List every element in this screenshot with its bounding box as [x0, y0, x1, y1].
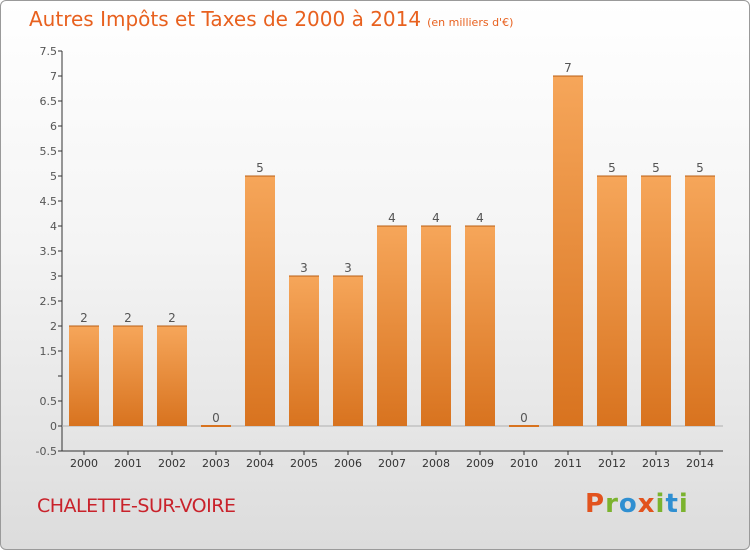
data-label-2003: 0 [212, 411, 220, 425]
data-label-2006: 3 [344, 261, 352, 275]
chart-data-labels: 2 2 2 0 5 3 3 4 4 4 0 7 5 5 5 [80, 61, 704, 425]
data-label-2010: 0 [520, 411, 528, 425]
chart-bars [69, 75, 715, 427]
x-tick-label-2012: 2012 [598, 457, 626, 470]
bar-2002 [157, 326, 187, 426]
data-label-2009: 4 [476, 211, 484, 225]
y-tick-label: 0 [50, 420, 57, 433]
logo-letter: i [655, 489, 666, 519]
y-tick-label: 4 [50, 220, 57, 233]
bar-2013 [641, 176, 671, 426]
y-tick-label: 7 [50, 70, 57, 83]
bar-2003 [201, 425, 231, 427]
bar-2011 [553, 76, 583, 426]
y-tick-label: 2.5 [40, 295, 58, 308]
y-tick-label: 5.5 [40, 145, 58, 158]
y-tick-label: 3 [50, 270, 57, 283]
x-tick-label-2001: 2001 [114, 457, 142, 470]
logo-letter: t [665, 489, 679, 519]
y-tick-label: 5 [50, 170, 57, 183]
x-tick-label-2008: 2008 [422, 457, 450, 470]
proxiti-logo[interactable]: Proxiti [585, 489, 689, 519]
x-tick-label-2009: 2009 [466, 457, 494, 470]
y-tick-label: 4.5 [40, 195, 58, 208]
y-tick-label: 7.5 [40, 45, 58, 58]
bar-2005 [289, 276, 319, 426]
chart-title: Autres Impôts et Taxes de 2000 à 2014 (en… [29, 7, 513, 31]
y-tick-label: 6.5 [40, 95, 58, 108]
data-label-2014: 5 [696, 161, 704, 175]
x-tick-label-2007: 2007 [378, 457, 406, 470]
bar-2000 [69, 326, 99, 426]
y-tick-label: 3.5 [40, 245, 58, 258]
logo-letter: x [637, 489, 656, 519]
x-tick-label-2011: 2011 [554, 457, 582, 470]
data-label-2011: 7 [564, 61, 572, 75]
logo-letter: i [678, 489, 689, 519]
data-label-2008: 4 [432, 211, 440, 225]
data-label-2000: 2 [80, 311, 88, 325]
bar-2006 [333, 276, 363, 426]
bar-2001 [113, 326, 143, 426]
logo-letter: r [605, 489, 619, 519]
x-tick-label-2003: 2003 [202, 457, 230, 470]
data-label-2013: 5 [652, 161, 660, 175]
y-tick-label: 0.5 [40, 395, 58, 408]
x-tick-label-2013: 2013 [642, 457, 670, 470]
chart-title-text: Autres Impôts et Taxes de 2000 à 2014 [29, 7, 422, 31]
y-tick-label: 1.5 [40, 345, 58, 358]
data-label-2007: 4 [388, 211, 396, 225]
x-tick-label-2005: 2005 [290, 457, 318, 470]
x-tick-label-2002: 2002 [158, 457, 186, 470]
data-label-2005: 3 [300, 261, 308, 275]
data-label-2004: 5 [256, 161, 264, 175]
data-label-2001: 2 [124, 311, 132, 325]
logo-letter: o [618, 489, 638, 519]
data-label-2012: 5 [608, 161, 616, 175]
y-tick-label: 6 [50, 120, 57, 133]
bar-2008 [421, 226, 451, 426]
logo-letter: P [585, 489, 606, 519]
y-tick-label: 2 [50, 320, 57, 333]
data-label-2002: 2 [168, 311, 176, 325]
town-name: CHALETTE-SUR-VOIRE [37, 495, 236, 517]
bar-2012 [597, 176, 627, 426]
bar-2009 [465, 226, 495, 426]
y-tick-label: -0.5 [36, 445, 57, 458]
bar-2004 [245, 176, 275, 426]
x-tick-label-2000: 2000 [70, 457, 98, 470]
bar-2007 [377, 226, 407, 426]
bar-2010 [509, 425, 539, 427]
x-tick-label-2004: 2004 [246, 457, 274, 470]
x-tick-label-2014: 2014 [686, 457, 714, 470]
bar-2014 [685, 176, 715, 426]
chart-axes: -0.5 0 0.5 1.5 2 2.5 3 3.5 4 4.5 5 5.5 6 6.5 7 7.5 2000 2… [36, 45, 723, 470]
x-tick-label-2010: 2010 [510, 457, 538, 470]
chart-title-unit: (en milliers d'€) [427, 16, 514, 29]
x-tick-label-2006: 2006 [334, 457, 362, 470]
